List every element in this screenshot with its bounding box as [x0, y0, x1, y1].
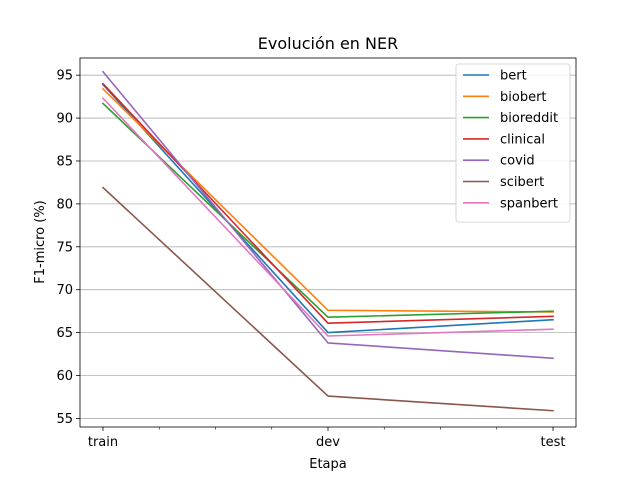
y-tick-label: 80	[56, 197, 73, 212]
series-line-bioreddit	[101, 102, 554, 319]
y-tick-label: 75	[56, 240, 73, 255]
legend-label-bert: bert	[500, 69, 527, 84]
series-line-scibert	[101, 186, 554, 412]
x-tick-label: train	[88, 435, 118, 450]
y-tick-label: 90	[56, 112, 73, 127]
chart-title: Evolución en NER	[258, 34, 398, 53]
y-axis-label: F1-micro (%)	[33, 200, 48, 284]
legend-label-covid: covid	[500, 154, 535, 169]
series-lines	[101, 70, 554, 412]
x-tick-label: dev	[316, 435, 340, 450]
series-line-clinical	[101, 82, 554, 325]
y-tick-label: 55	[56, 412, 73, 427]
y-tick-label: 95	[56, 69, 73, 84]
x-tick-label: test	[541, 435, 566, 450]
y-tick-label: 70	[56, 283, 73, 298]
y-tick-label: 65	[56, 326, 73, 341]
x-axis-label: Etapa	[309, 457, 347, 472]
legend: bert biobert bioreddit clinical covid scibert…	[455, 63, 571, 223]
y-tick-label: 85	[56, 154, 73, 169]
y-tick-label: 60	[56, 369, 73, 384]
legend-label-clinical: clinical	[500, 132, 545, 147]
series-line-spanbert	[101, 97, 554, 337]
legend-label-biobert: biobert	[500, 90, 547, 105]
x-axis: train dev test	[88, 427, 566, 450]
series-line-bert	[101, 83, 554, 334]
legend-label-bioreddit: bioreddit	[500, 111, 558, 126]
legend-box	[455, 63, 571, 223]
series-line-covid	[101, 70, 554, 360]
y-axis: 55 60 65 70 75 80 85 90 95	[56, 69, 80, 427]
legend-label-scibert: scibert	[500, 175, 544, 190]
legend-label-spanbert: spanbert	[500, 196, 558, 211]
